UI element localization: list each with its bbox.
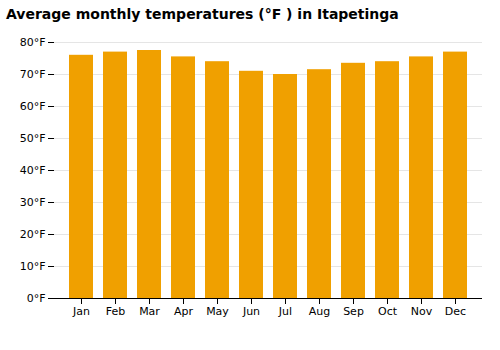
svg-text:Dec: Dec bbox=[445, 305, 466, 318]
svg-text:0°F: 0°F bbox=[27, 292, 46, 305]
svg-text:50°F: 50°F bbox=[20, 132, 46, 145]
html-text:Average monthly temperatures (: Average monthly temperatures (°F ) in It… bbox=[6, 6, 399, 22]
svg-text:70°F: 70°F bbox=[20, 68, 46, 81]
svg-text:80°F: 80°F bbox=[20, 36, 46, 49]
svg-text:Mar: Mar bbox=[139, 305, 160, 318]
svg-text:10°F: 10°F bbox=[20, 260, 46, 273]
svg-text:Jan: Jan bbox=[72, 305, 90, 318]
svg-text:Nov: Nov bbox=[411, 305, 433, 318]
svg-text:Sep: Sep bbox=[343, 305, 364, 318]
svg-text:May: May bbox=[206, 305, 229, 318]
svg-text:Jun: Jun bbox=[242, 305, 260, 318]
svg-text:Oct: Oct bbox=[378, 305, 398, 318]
svg-text:60°F: 60°F bbox=[20, 100, 46, 113]
svg-text:30°F: 30°F bbox=[20, 196, 46, 209]
svg-text:Aug: Aug bbox=[309, 305, 330, 318]
svg-text:40°F: 40°F bbox=[20, 164, 46, 177]
svg-text:Feb: Feb bbox=[106, 305, 125, 318]
svg-text:Jul: Jul bbox=[278, 305, 292, 318]
svg-text:20°F: 20°F bbox=[20, 228, 46, 241]
svg-text:Apr: Apr bbox=[174, 305, 194, 318]
